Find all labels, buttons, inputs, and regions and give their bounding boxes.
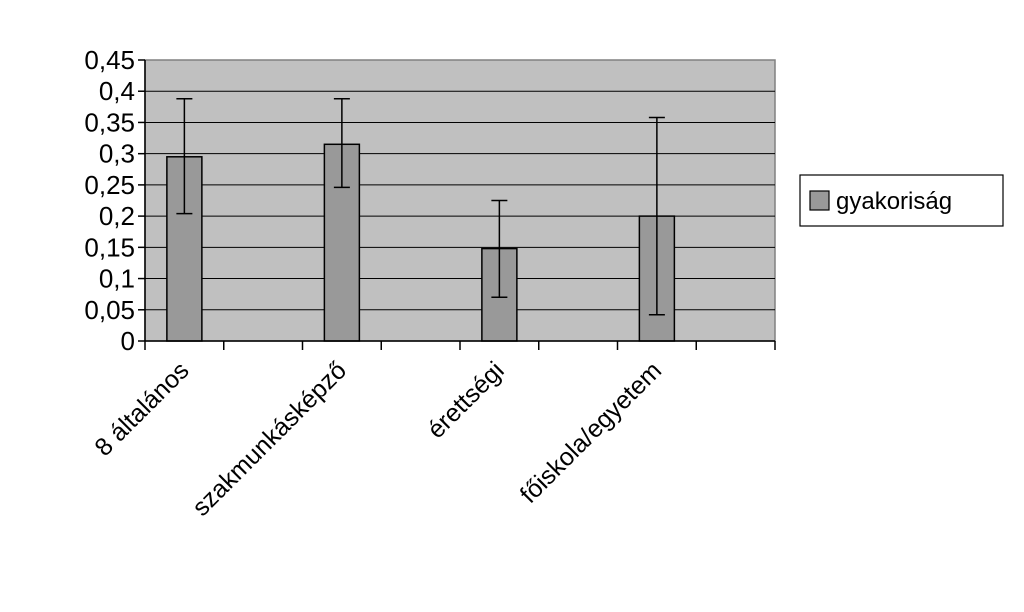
legend-label: gyakoriság (836, 188, 952, 215)
y-tick-label: 0,25 (84, 170, 135, 200)
y-tick-label: 0,4 (99, 76, 135, 106)
legend-box (799, 174, 1004, 227)
legend-swatch (809, 190, 830, 211)
category-label: szakmunkásképző (187, 356, 352, 521)
error-bars (176, 97, 665, 316)
y-tick-label: 0,15 (84, 232, 135, 262)
y-tick-label: 0,35 (84, 107, 135, 137)
category-label: főiskola/egyetem (515, 356, 667, 508)
category-label: érettségi (422, 356, 510, 444)
y-tick-label: 0,1 (99, 264, 135, 294)
gridlines (145, 90, 775, 311)
y-axis-ticks: 00,050,10,150,20,250,30,350,40,45 (84, 45, 145, 356)
y-tick-label: 0,05 (84, 295, 135, 325)
y-tick-label: 0,45 (84, 45, 135, 75)
y-tick-label: 0,3 (99, 139, 135, 169)
legend: gyakoriság (799, 174, 1004, 227)
y-tick-label: 0,2 (99, 201, 135, 231)
x-axis-ticks (144, 341, 776, 350)
category-label: 8 általános (89, 356, 194, 461)
plot-area (144, 59, 776, 342)
y-tick-label: 0 (121, 326, 135, 356)
